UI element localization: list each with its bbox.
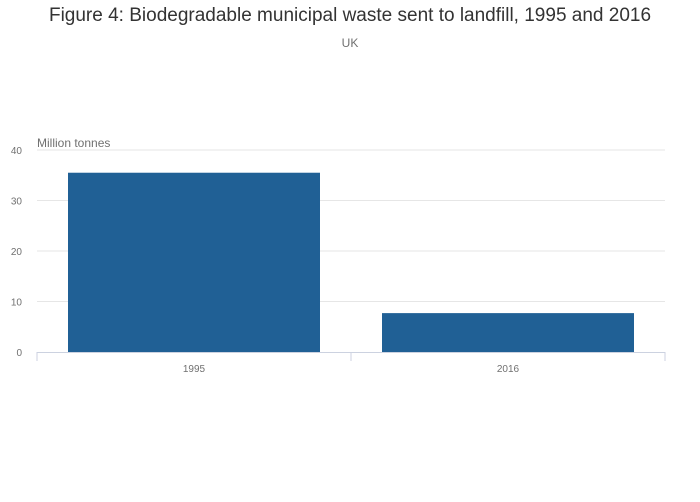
y-axis-title: Million tonnes <box>37 136 110 150</box>
x-axis: 1995 2016 <box>36 352 666 375</box>
bars <box>68 172 634 352</box>
y-tick-label: 40 <box>11 146 23 157</box>
x-tick-label: 2016 <box>497 364 520 375</box>
chart-title: Figure 4: Biodegradable municipal waste … <box>48 5 652 26</box>
y-tick-label: 0 <box>16 348 22 359</box>
y-tick-label: 20 <box>11 247 23 258</box>
bar-1995[interactable] <box>68 172 320 352</box>
y-tick-label: 10 <box>11 298 23 309</box>
x-tick-label: 1995 <box>183 364 206 375</box>
y-tick-label: 30 <box>11 197 23 208</box>
chart-subtitle: UK <box>341 36 359 50</box>
bar-2016[interactable] <box>382 313 634 352</box>
